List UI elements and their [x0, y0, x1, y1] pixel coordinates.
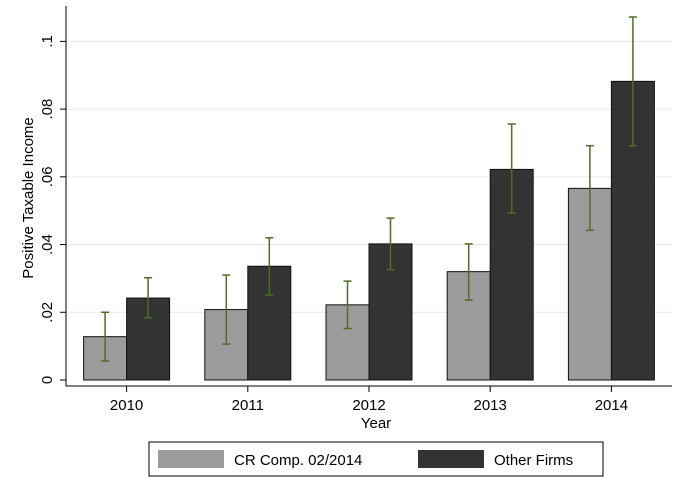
y-tick-label: .08 — [39, 99, 56, 120]
y-ticks: 0 .02 .04 .06 .08 .1 — [39, 35, 66, 384]
x-tick-label: 2013 — [474, 397, 507, 414]
legend-label-cr-comp: CR Comp. 02/2014 — [234, 452, 362, 469]
x-axis-title: Year — [361, 415, 391, 432]
x-ticks: 2010 2011 2012 2013 2014 — [110, 386, 628, 414]
legend: CR Comp. 02/2014 Other Firms — [148, 441, 604, 477]
x-tick-label: 2012 — [352, 397, 385, 414]
x-tick-label: 2010 — [110, 397, 143, 414]
bar-other-firms — [126, 297, 171, 381]
error-bars — [101, 16, 637, 362]
legend-box — [148, 441, 604, 477]
bars — [83, 80, 655, 381]
y-tick-label: .02 — [39, 302, 56, 323]
legend-swatch-other-firms — [418, 450, 484, 468]
x-tick-label: 2014 — [595, 397, 628, 414]
y-tick-label: .04 — [39, 234, 56, 255]
y-tick-label: .06 — [39, 166, 56, 187]
y-axis-title: Positive Taxable Income — [20, 117, 37, 278]
legend-swatch-cr-comp — [158, 450, 224, 468]
y-tick-label: 0 — [39, 376, 56, 384]
y-tick-label: .1 — [39, 35, 56, 48]
x-tick-label: 2011 — [232, 397, 264, 414]
legend-label-other-firms: Other Firms — [494, 452, 573, 469]
